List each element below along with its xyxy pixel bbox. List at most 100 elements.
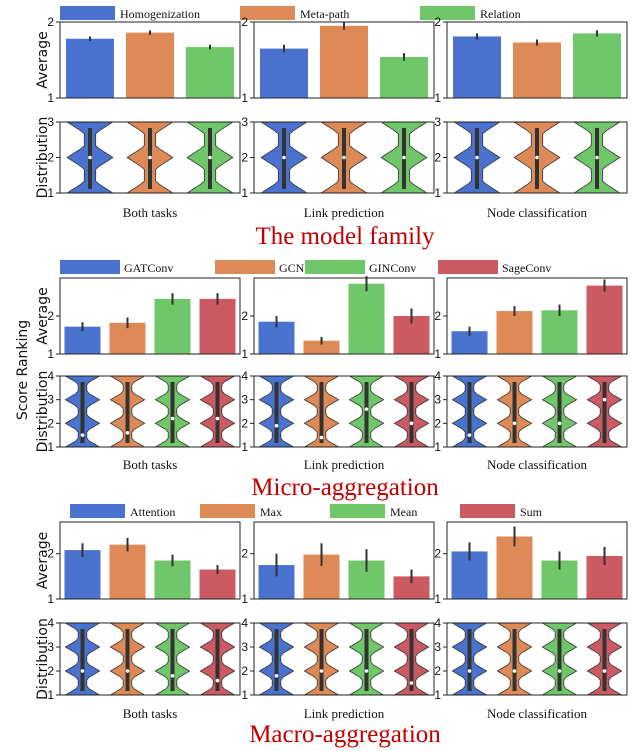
average-plot-frame [253, 21, 435, 99]
avg-bar [541, 310, 578, 354]
violin-median [319, 435, 324, 440]
dist-tick-label: 1 [241, 440, 248, 454]
avg-bar [393, 576, 430, 599]
distribution-axis-label: Distribution [35, 371, 51, 453]
panel-subtitle: Both tasks [123, 706, 178, 721]
legend-label: Max [260, 505, 282, 519]
violin-median [319, 669, 324, 673]
avg-bar [451, 331, 488, 354]
avg-bar [380, 56, 428, 98]
legend-swatch [460, 504, 515, 518]
legend-swatch [70, 504, 125, 518]
violin-median [80, 669, 85, 673]
section-title: The model family [255, 223, 435, 250]
avg-bar [513, 42, 561, 98]
panel-subtitle: Node classification [487, 205, 587, 220]
average-plot-frame [59, 21, 241, 99]
panel-1: 1 2 1 2 3 4 Both tasks [47, 277, 241, 472]
average-plot-frame [446, 21, 628, 99]
distribution-plot-frame [446, 375, 628, 448]
average-plot-frame [253, 521, 435, 600]
legend-swatch [60, 260, 120, 274]
dist-tick-label: 3 [434, 115, 441, 129]
legend-swatch [60, 6, 115, 20]
avg-bar [586, 285, 623, 354]
dist-tick-label: 4 [434, 369, 441, 383]
avg-bar [320, 25, 368, 98]
avg-tick-label: 1 [241, 592, 248, 606]
dist-tick-label: 3 [47, 115, 54, 129]
distribution-plot-frame [446, 622, 628, 696]
legend-label: Meta-path [300, 7, 349, 21]
violin-median [148, 155, 152, 160]
panel-1: 1 2 1 2 3 4 Both tasks [47, 521, 241, 721]
dist-tick-label: 1 [47, 440, 54, 454]
dist-tick-label: 3 [241, 640, 248, 654]
dist-tick-label: 3 [434, 393, 441, 407]
panel-1: 1 2 1 2 3 Both tasks [47, 15, 241, 220]
violin-median [512, 669, 517, 673]
avg-tick-label: 2 [241, 309, 248, 323]
legend-label: Relation [480, 7, 521, 21]
dist-tick-label: 1 [434, 440, 441, 454]
dist-tick-label: 1 [47, 688, 54, 702]
panel-3: 1 2 1 2 3 4 Node classification [434, 521, 628, 721]
avg-tick-label: 2 [241, 547, 248, 561]
panel-subtitle: Both tasks [123, 457, 178, 472]
avg-tick-label: 1 [47, 347, 54, 361]
dist-tick-label: 3 [47, 640, 54, 654]
avg-bar [260, 48, 308, 98]
dist-tick-label: 3 [241, 393, 248, 407]
dist-tick-label: 2 [434, 151, 441, 165]
distribution-plot-frame [59, 622, 241, 696]
average-plot-frame [59, 521, 241, 600]
avg-bar [573, 33, 621, 98]
violin-median [274, 423, 279, 428]
avg-tick-label: 2 [47, 547, 54, 561]
legend-swatch [240, 6, 295, 20]
distribution-plot-frame [59, 375, 241, 448]
avg-bar [496, 536, 533, 599]
legend-swatch [305, 260, 365, 274]
panel-2: 1 2 1 2 3 Link prediction [241, 15, 435, 220]
avg-tick-label: 2 [47, 15, 54, 29]
violin-median [88, 155, 92, 160]
violin-median [602, 669, 607, 673]
panel-subtitle: Node classification [487, 457, 587, 472]
avg-bar [199, 298, 236, 354]
legend-label: Homogenization [120, 7, 200, 21]
legend-label: Sum [520, 505, 543, 519]
section-title: Macro-aggregation [249, 721, 441, 748]
avg-bar [66, 38, 114, 98]
dist-tick-label: 3 [434, 640, 441, 654]
violin-median [215, 678, 220, 683]
avg-tick-label: 1 [434, 347, 441, 361]
average-axis-label: Average [35, 31, 51, 89]
dist-tick-label: 3 [47, 393, 54, 407]
violin-median [208, 155, 212, 160]
violin-median [125, 431, 130, 435]
avg-tick-label: 1 [434, 91, 441, 105]
violin-median [364, 669, 369, 673]
dist-tick-label: 1 [434, 688, 441, 702]
dist-tick-label: 4 [241, 616, 248, 630]
legend-swatch [330, 504, 385, 518]
panel-3: 1 2 1 2 3 4 Node classification [434, 277, 628, 472]
violin-median [602, 397, 607, 402]
distribution-axis-label: Distribution [35, 117, 51, 199]
distribution-plot-frame [253, 375, 435, 448]
legend-swatch [215, 260, 275, 274]
avg-tick-label: 2 [47, 309, 54, 323]
score-ranking-label: Score Ranking [15, 320, 31, 420]
avg-tick-label: 2 [434, 547, 441, 561]
panel-subtitle: Link prediction [304, 457, 385, 472]
violin-median [475, 155, 479, 160]
panel-3: 1 2 1 2 3 Node classification [434, 15, 628, 220]
dist-tick-label: 4 [47, 369, 54, 383]
violin-median [467, 669, 472, 673]
legend-label: Mean [390, 505, 417, 519]
avg-bar [199, 569, 236, 599]
dist-tick-label: 3 [241, 115, 248, 129]
dist-tick-label: 2 [241, 664, 248, 678]
legend-swatch [200, 504, 255, 518]
